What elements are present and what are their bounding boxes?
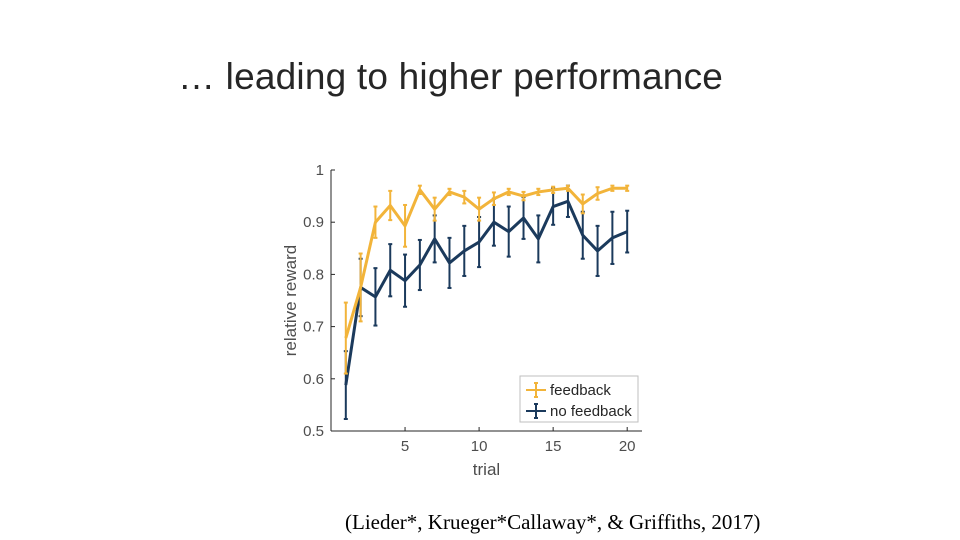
series-line — [344, 199, 628, 386]
y-tick-label: 0.7 — [303, 319, 324, 336]
y-tick-label: 1 — [316, 162, 324, 179]
series-feedback — [343, 184, 630, 375]
x-tick-label: 15 — [545, 438, 562, 455]
y-tick-label: 0.8 — [303, 266, 324, 283]
legend-label: feedback — [550, 382, 611, 399]
chart: 0.5 0.6 0.7 0.8 0.9 1 5 10 15 20 trial relative rew… — [270, 150, 660, 500]
x-tick-label: 5 — [401, 438, 409, 455]
series-line — [344, 186, 628, 339]
legend-label: no feedback — [550, 403, 632, 420]
series-no-feedback — [343, 184, 630, 420]
legend-box — [519, 375, 639, 423]
y-tick-label: 0.9 — [303, 214, 324, 231]
x-axis-label: trial — [473, 460, 500, 479]
y-axis-label: relative reward — [281, 245, 300, 357]
y-tick-label: 0.5 — [303, 423, 324, 440]
slide-title: … leading to higher performance — [178, 56, 724, 97]
x-tick-label: 10 — [471, 438, 488, 455]
citation: (Lieder*, Krueger*Callaway*, & Griffiths… — [345, 510, 761, 534]
x-tick-label: 20 — [619, 438, 636, 455]
y-tick-label: 0.6 — [303, 371, 324, 388]
